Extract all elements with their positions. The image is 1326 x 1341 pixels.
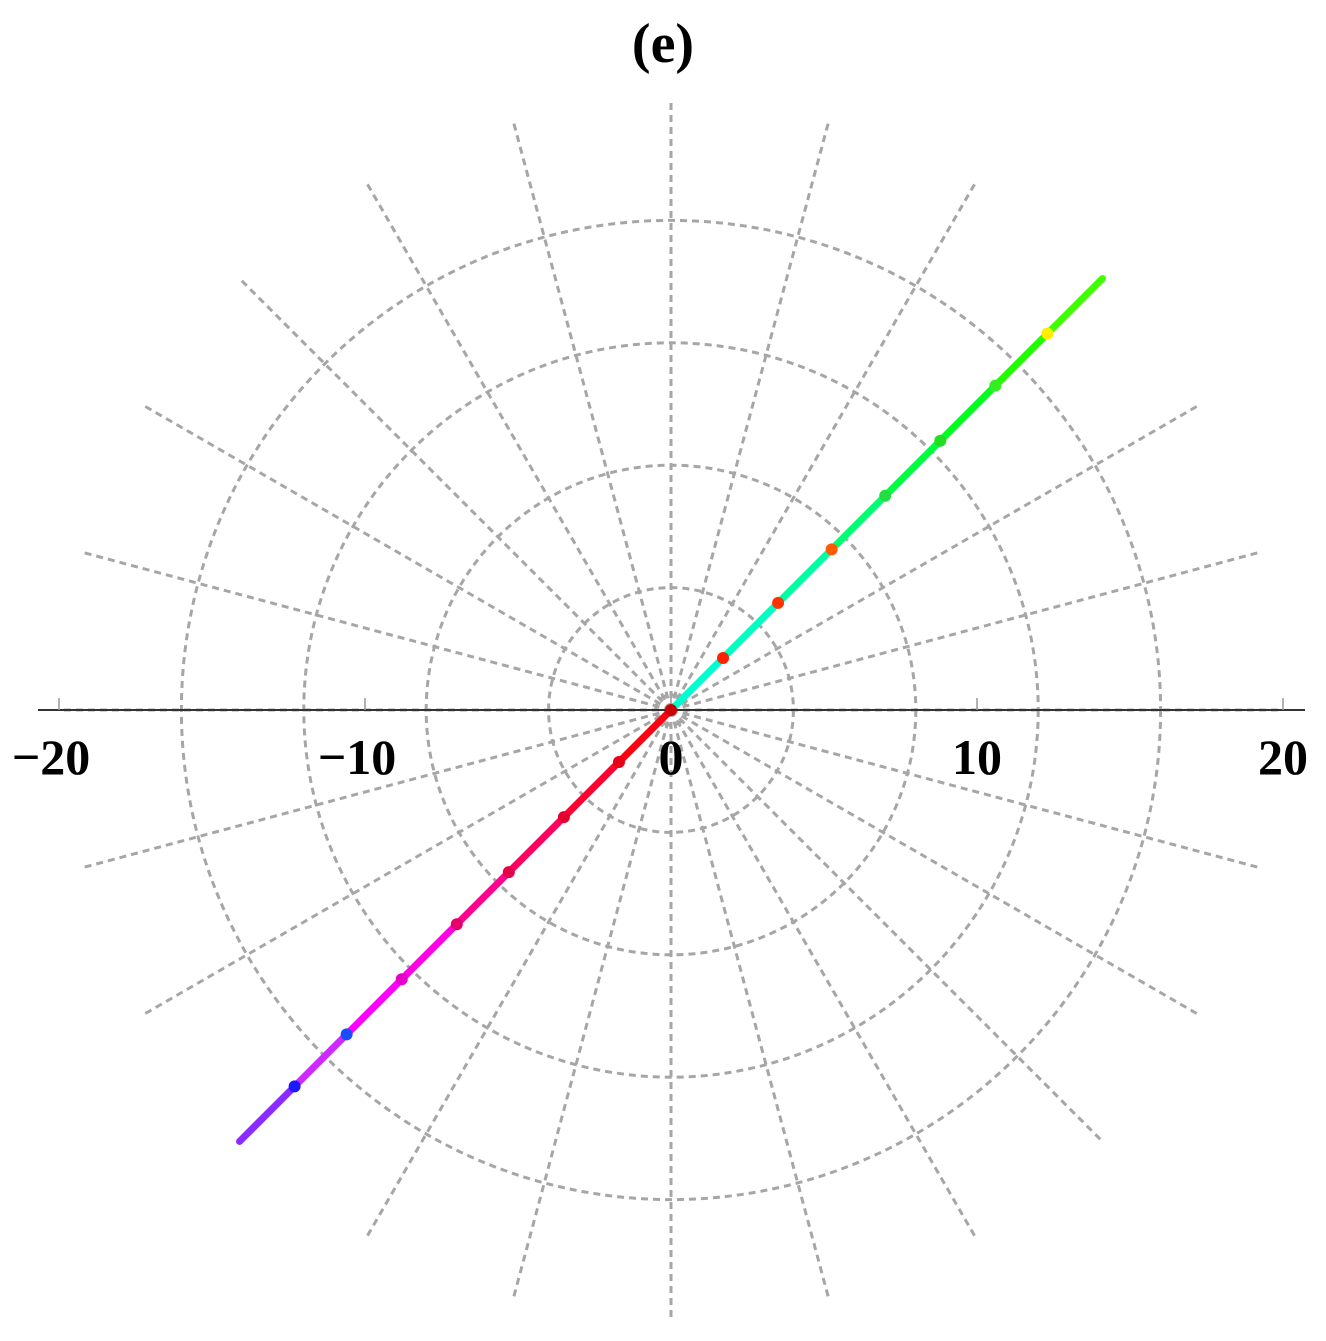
x-tick-label-4: 20	[1258, 729, 1308, 785]
curve-segment-10	[774, 544, 837, 607]
x-tick-label-2: 0	[659, 729, 684, 785]
grid-spoke-14	[140, 708, 672, 1018]
grid-spoke-13	[79, 708, 672, 870]
curve-segment-4	[453, 868, 513, 928]
data-point-1	[340, 1028, 353, 1041]
x-tick-label-0: −20	[12, 729, 91, 785]
grid-spoke-16	[363, 709, 673, 1241]
grid-spoke-4	[669, 179, 979, 711]
curve-segment-0	[236, 1079, 302, 1145]
grid-spoke-5	[669, 118, 831, 711]
grid-spoke-21	[669, 708, 1105, 1144]
data-point-5	[557, 811, 570, 824]
x-axis: −20 −10 0 10 20	[12, 698, 1308, 785]
grid-spoke-17	[511, 709, 673, 1302]
data-point-13	[989, 379, 1002, 392]
data-curve	[236, 275, 1106, 1145]
grid-spoke-7	[511, 118, 673, 711]
grid-spoke-1	[670, 550, 1263, 712]
x-tick-label-3: 10	[952, 729, 1002, 785]
data-point-6	[612, 756, 625, 769]
data-point-11	[879, 489, 892, 502]
data-markers	[288, 327, 1054, 1093]
curve-segment-1	[294, 1030, 351, 1087]
grid-spoke-22	[670, 708, 1202, 1018]
curve-segment-15	[1043, 275, 1106, 338]
data-point-2	[395, 973, 408, 986]
curve-segment-9	[719, 599, 782, 662]
curve-segment-13	[936, 382, 999, 445]
grid-spoke-20	[669, 709, 979, 1241]
curve-segment-3	[398, 920, 461, 983]
x-tick-label-1: −10	[318, 729, 397, 785]
data-point-4	[502, 866, 515, 879]
grid-spoke-2	[670, 402, 1202, 712]
curve-segment-8	[667, 654, 727, 714]
curve-segment-14	[991, 330, 1051, 390]
grid-spoke-8	[363, 179, 673, 711]
curve-segment-12	[881, 437, 944, 500]
curve-segment-6	[560, 758, 623, 821]
data-point-12	[934, 434, 947, 447]
curve-segment-2	[343, 975, 406, 1038]
grid-spoke-23	[670, 708, 1263, 870]
curve-segment-5	[505, 813, 568, 876]
data-point-14	[1041, 327, 1054, 340]
data-point-7	[665, 704, 677, 716]
data-point-3	[450, 918, 463, 931]
data-point-9	[772, 596, 785, 609]
curve-segment-7	[615, 706, 675, 766]
data-point-8	[717, 651, 730, 664]
curve-segment-11	[829, 492, 889, 552]
chart-title: (e)	[631, 13, 695, 75]
grid-spoke-11	[79, 550, 672, 712]
grid-spoke-9	[237, 276, 673, 712]
grid-spoke-10	[140, 402, 672, 712]
data-point-0	[288, 1080, 301, 1093]
grid-spoke-19	[669, 709, 831, 1302]
data-point-10	[825, 543, 838, 556]
